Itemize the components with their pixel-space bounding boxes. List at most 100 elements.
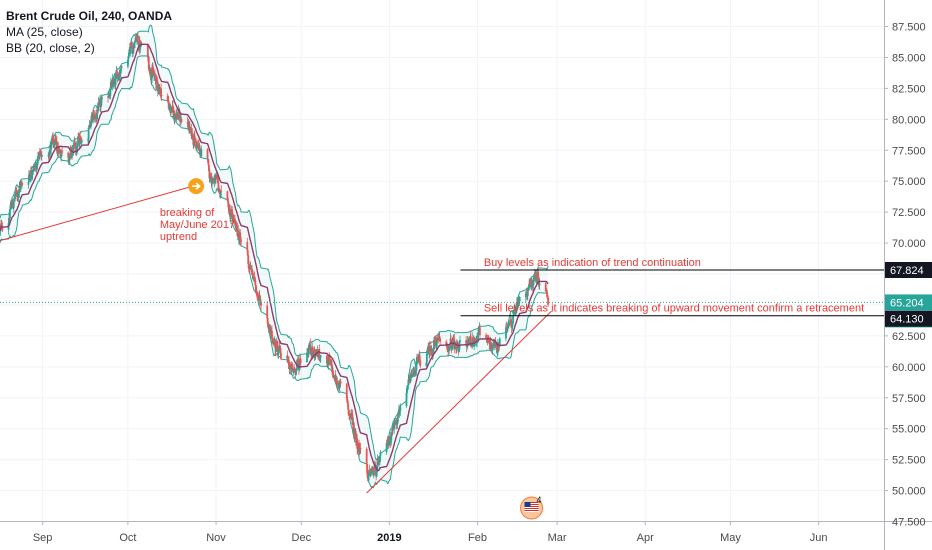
candle-body <box>109 87 112 96</box>
note-text-line[interactable]: breaking of <box>160 207 215 219</box>
candle-body <box>447 350 450 353</box>
candle-body <box>513 307 516 311</box>
symbol-title[interactable]: Brent Crude Oil, 240, OANDA <box>6 9 173 23</box>
candle-body <box>218 190 221 195</box>
candle-body <box>450 338 452 345</box>
candle-body <box>137 40 140 44</box>
candle-body <box>73 142 75 147</box>
price-tick-label: 77.500 <box>892 145 926 157</box>
candle-body <box>338 382 341 388</box>
candle-body <box>73 141 76 143</box>
candle-body <box>155 77 158 84</box>
candle-body <box>390 432 393 436</box>
grid-layer <box>0 0 884 522</box>
candle-body <box>58 151 61 153</box>
candle-body <box>425 353 428 363</box>
candle-body <box>27 182 30 185</box>
candle-body <box>132 47 135 54</box>
candle-body <box>67 152 70 158</box>
candle-body <box>234 222 237 227</box>
candle-body <box>248 268 251 270</box>
candle-body <box>515 307 518 313</box>
candle-body <box>136 34 139 41</box>
candle-body <box>391 428 394 430</box>
candle-body <box>367 476 370 479</box>
candle-body <box>112 82 115 87</box>
candle-body <box>250 266 252 269</box>
candle-body <box>347 404 350 410</box>
ma-indicator-label[interactable]: MA (25, close) <box>6 25 83 39</box>
flag-stripe <box>524 504 539 505</box>
candle-body <box>0 223 2 228</box>
candle-body <box>531 283 534 286</box>
candle-body <box>192 138 195 145</box>
candle-body <box>230 213 233 216</box>
candle-body <box>277 347 280 355</box>
candle-body <box>334 374 337 382</box>
candle-body <box>254 284 257 293</box>
candle-body <box>435 340 438 347</box>
candle-body <box>411 373 414 377</box>
level-annotation-text[interactable]: Buy levels as indication of trend contin… <box>484 257 701 269</box>
candle-body <box>127 56 130 60</box>
candle-body <box>247 255 250 265</box>
candle-body <box>209 176 212 178</box>
candle-body <box>273 340 276 345</box>
candle-body <box>494 342 497 345</box>
candle-body <box>127 54 130 57</box>
candle-body <box>496 349 498 353</box>
trendline[interactable] <box>0 183 202 242</box>
bb-indicator-label[interactable]: BB (20, close, 2) <box>6 41 95 55</box>
candle-body <box>439 338 442 342</box>
candle-body <box>299 358 302 361</box>
candle-body <box>498 338 501 346</box>
candle-body <box>512 312 515 317</box>
candle-body <box>13 197 16 202</box>
candle-body <box>199 147 201 154</box>
candle-body <box>530 279 533 288</box>
candle-body <box>34 166 36 168</box>
candle-body <box>396 423 398 425</box>
candle-body <box>432 349 435 355</box>
price-scale-label-box[interactable] <box>885 294 932 311</box>
candle-body <box>172 105 174 113</box>
candle-body <box>406 385 409 387</box>
drawings-layer[interactable]: Buy levels as indication of trend contin… <box>0 178 884 520</box>
note-text-line[interactable]: May/June 2017 <box>160 219 235 231</box>
candle-body <box>511 326 514 328</box>
candle-body <box>253 277 256 281</box>
candle-body <box>107 95 110 98</box>
candle-body <box>396 422 399 424</box>
candle-body <box>319 355 322 358</box>
candle-body <box>412 373 415 375</box>
candle-body <box>373 469 376 471</box>
candle-body <box>237 236 240 241</box>
candle-body <box>417 359 420 362</box>
trendline[interactable] <box>366 310 552 494</box>
candle-body <box>188 121 190 129</box>
candle-body <box>399 406 402 411</box>
candle-body <box>175 112 178 116</box>
candle-body <box>547 297 550 305</box>
candle-body <box>252 277 255 280</box>
candle-body <box>528 284 531 289</box>
note-text-line[interactable]: uptrend <box>160 231 197 243</box>
candle-body <box>448 344 451 351</box>
candle-body <box>546 296 549 298</box>
candle-body <box>55 137 57 142</box>
candle-body <box>74 142 77 147</box>
candle-body <box>10 205 13 208</box>
flag-stripe <box>524 510 539 511</box>
candle-body <box>436 337 439 340</box>
candle-body <box>511 323 514 327</box>
price-tick-label: 60.000 <box>892 362 926 374</box>
candle-body <box>514 307 516 309</box>
candle-body <box>17 192 20 198</box>
price-scale-label-box[interactable] <box>885 310 932 327</box>
candle-body <box>110 86 113 88</box>
level-annotation-text[interactable]: Sell levels as it indicates breaking of … <box>484 303 864 315</box>
candle-body <box>429 346 432 351</box>
price-scale-label-box[interactable] <box>885 261 932 278</box>
candle-body <box>257 298 260 300</box>
